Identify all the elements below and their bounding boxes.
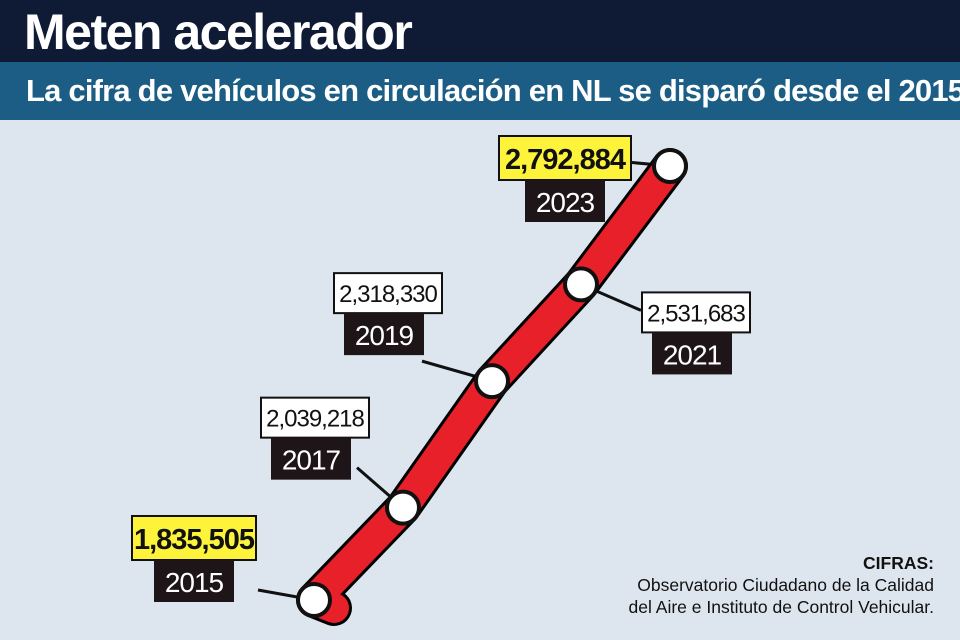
value-label-box <box>333 272 443 315</box>
value-label: 2,792,884 <box>505 144 626 176</box>
year-label: 2023 <box>536 187 595 218</box>
year-label-box <box>652 332 732 375</box>
year-label-box <box>154 560 234 602</box>
source-label: CIFRAS: <box>863 553 934 573</box>
source-line-2: del Aire e Instituto de Control Vehicula… <box>628 597 934 617</box>
value-label: 2,531,683 <box>647 300 745 327</box>
chart-title: Meten acelerador <box>24 4 413 60</box>
value-label: 2,318,330 <box>339 281 437 308</box>
source-line-1: Observatorio Ciudadano de la Calidad <box>637 575 934 595</box>
value-label-box <box>498 135 632 181</box>
data-point <box>652 148 688 184</box>
year-label: 2017 <box>282 445 341 476</box>
year-label-box <box>271 437 351 480</box>
chart-subtitle: La cifra de vehículos en circulación en … <box>26 73 960 108</box>
title-bar: Meten acelerador <box>0 0 960 62</box>
year-label-box <box>344 313 424 356</box>
value-label-box <box>260 396 370 439</box>
line-chart: 1,835,505 2015 2,039,218 2017 2,318,330 2019 2… <box>131 135 751 626</box>
year-label: 2019 <box>355 320 414 351</box>
data-point <box>296 582 332 618</box>
data-point <box>385 489 421 526</box>
subtitle-bar: La cifra de vehículos en circulación en … <box>0 62 960 120</box>
value-label-box <box>641 291 751 334</box>
data-labels: 1,835,505 2015 2,039,218 2017 2,318,330 2019 2… <box>131 135 751 602</box>
year-label: 2015 <box>165 567 224 598</box>
year-label-box <box>525 180 605 222</box>
value-label: 2,039,218 <box>266 406 364 433</box>
source-note: CIFRAS: Observatorio Ciudadano de la Cal… <box>629 552 934 618</box>
year-label: 2021 <box>663 339 722 370</box>
data-point <box>563 266 599 303</box>
value-label: 1,835,505 <box>134 524 255 556</box>
data-point <box>474 363 510 400</box>
data-points <box>296 148 688 618</box>
